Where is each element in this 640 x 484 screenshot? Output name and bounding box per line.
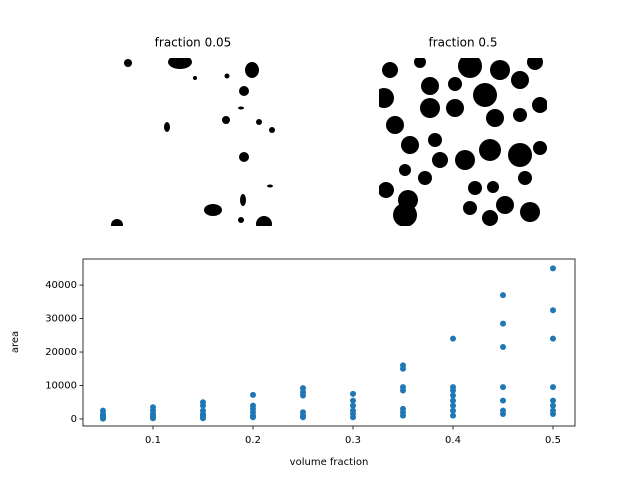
point <box>500 384 506 391</box>
point <box>550 402 556 409</box>
point <box>200 415 206 422</box>
axes-frame <box>82 258 576 427</box>
point <box>350 397 356 404</box>
point <box>250 391 256 398</box>
point <box>450 387 456 394</box>
point <box>150 415 156 422</box>
point <box>450 407 456 414</box>
point <box>550 384 556 391</box>
x-tick-label: 0.4 <box>445 435 461 446</box>
point <box>550 397 556 404</box>
point <box>550 265 556 272</box>
point <box>400 412 406 419</box>
blob-image <box>379 58 547 226</box>
point <box>300 414 306 421</box>
point <box>500 292 506 299</box>
point <box>550 307 556 314</box>
point <box>350 390 356 397</box>
y-axis-label: area <box>10 331 21 353</box>
y-tick-label: 10000 <box>45 381 77 392</box>
y-tick-label: 20000 <box>45 347 77 358</box>
x-axis-label: volume fraction <box>290 457 369 468</box>
point <box>350 414 356 421</box>
point <box>450 335 456 342</box>
point <box>500 344 506 351</box>
panel-title: fraction 0.5 <box>429 36 498 50</box>
x-tick-label: 0.1 <box>145 435 161 446</box>
x-tick-label: 0.2 <box>245 435 261 446</box>
y-tick-label: 0 <box>71 414 77 425</box>
x-tick-label: 0.5 <box>545 435 561 446</box>
point <box>500 320 506 327</box>
panel-title: fraction 0.05 <box>155 36 232 50</box>
y-tick-label: 40000 <box>45 280 77 291</box>
point <box>400 365 406 372</box>
x-tick-label: 0.3 <box>345 435 361 446</box>
point <box>200 402 206 409</box>
point <box>250 414 256 421</box>
y-tick-label: 30000 <box>45 314 77 325</box>
point <box>400 387 406 394</box>
point <box>500 397 506 404</box>
point <box>550 410 556 417</box>
point <box>550 335 556 342</box>
point <box>350 402 356 409</box>
point <box>500 410 506 417</box>
point <box>450 392 456 399</box>
point <box>450 397 456 404</box>
point <box>100 415 106 422</box>
point <box>450 402 456 409</box>
point <box>300 392 306 399</box>
blob-image <box>111 58 275 226</box>
point <box>450 412 456 419</box>
